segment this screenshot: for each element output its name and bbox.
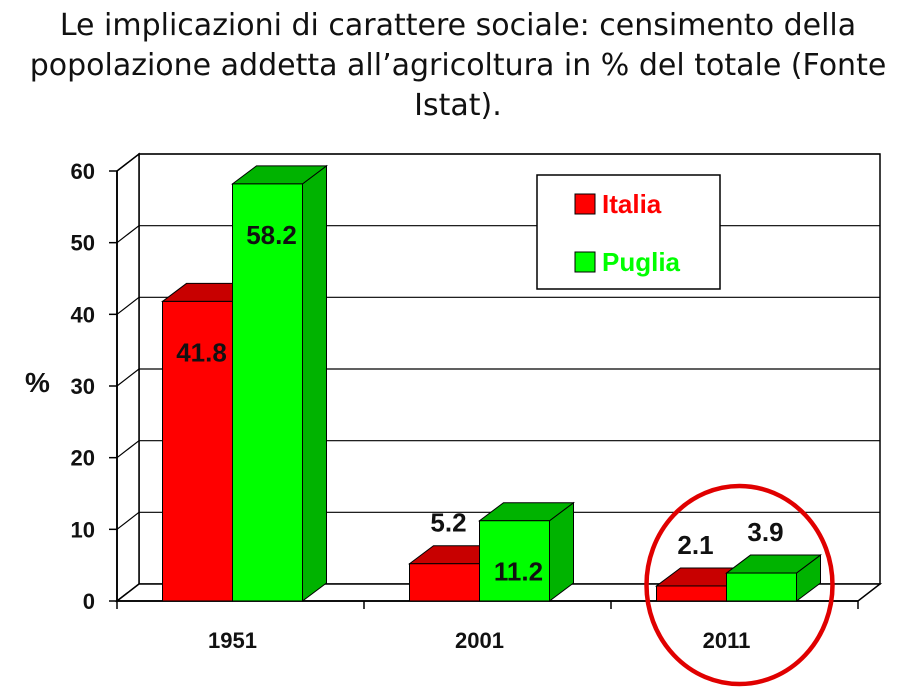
x-tick-label: 2011 [703,628,751,653]
data-label: 41.8 [176,337,227,367]
bar [726,572,797,602]
y-tick-label: 50 [71,231,95,256]
bars [161,164,822,602]
legend-label: Puglia [602,247,681,277]
bar [162,300,233,602]
y-tick-label: 10 [71,517,95,542]
axes: 0 10 20 30 40 50 60% 1951 2001 2011 [25,159,859,653]
bar-side [302,164,327,602]
gridline [116,511,880,530]
y-tick-label: 60 [71,159,95,184]
highlight-circle [644,483,835,687]
legend: Italia Puglia [536,174,721,290]
y-tick-label: 40 [71,302,95,327]
y-tick-label: 30 [71,374,95,399]
legend-swatch [574,251,596,273]
y-axis-label: % [25,367,50,398]
bar [409,563,480,602]
data-label: 3.9 [747,517,783,547]
bar [232,183,303,602]
x-tick-label: 2001 [455,628,504,653]
data-label: 2.1 [677,530,713,560]
data-label: 11.2 [494,557,543,587]
gridline [116,153,880,172]
data-label: 5.2 [430,508,466,538]
legend-box [536,174,721,290]
bar [656,585,727,602]
data-labels: 41.8 58.2 5.2 11.2 2.1 3.9 [176,220,783,587]
legend-swatch [574,193,596,215]
legend-label: Italia [602,189,662,219]
chart-title: Le implicazioni di carattere sociale: ce… [29,8,887,123]
x-tick-label: 1951 [208,628,257,653]
gridline [116,440,880,459]
gridline [116,296,880,315]
bar [479,520,550,602]
y-tick-label: 0 [83,589,95,614]
highlight [644,483,835,687]
gridline [116,368,880,387]
y-tick-label: 20 [71,446,95,471]
data-label: 58.2 [246,220,297,250]
